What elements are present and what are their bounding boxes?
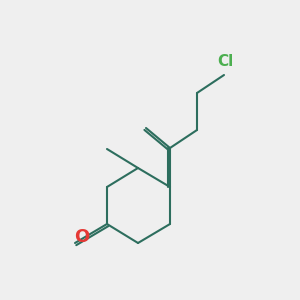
Text: O: O <box>74 228 90 246</box>
Text: Cl: Cl <box>217 55 233 70</box>
